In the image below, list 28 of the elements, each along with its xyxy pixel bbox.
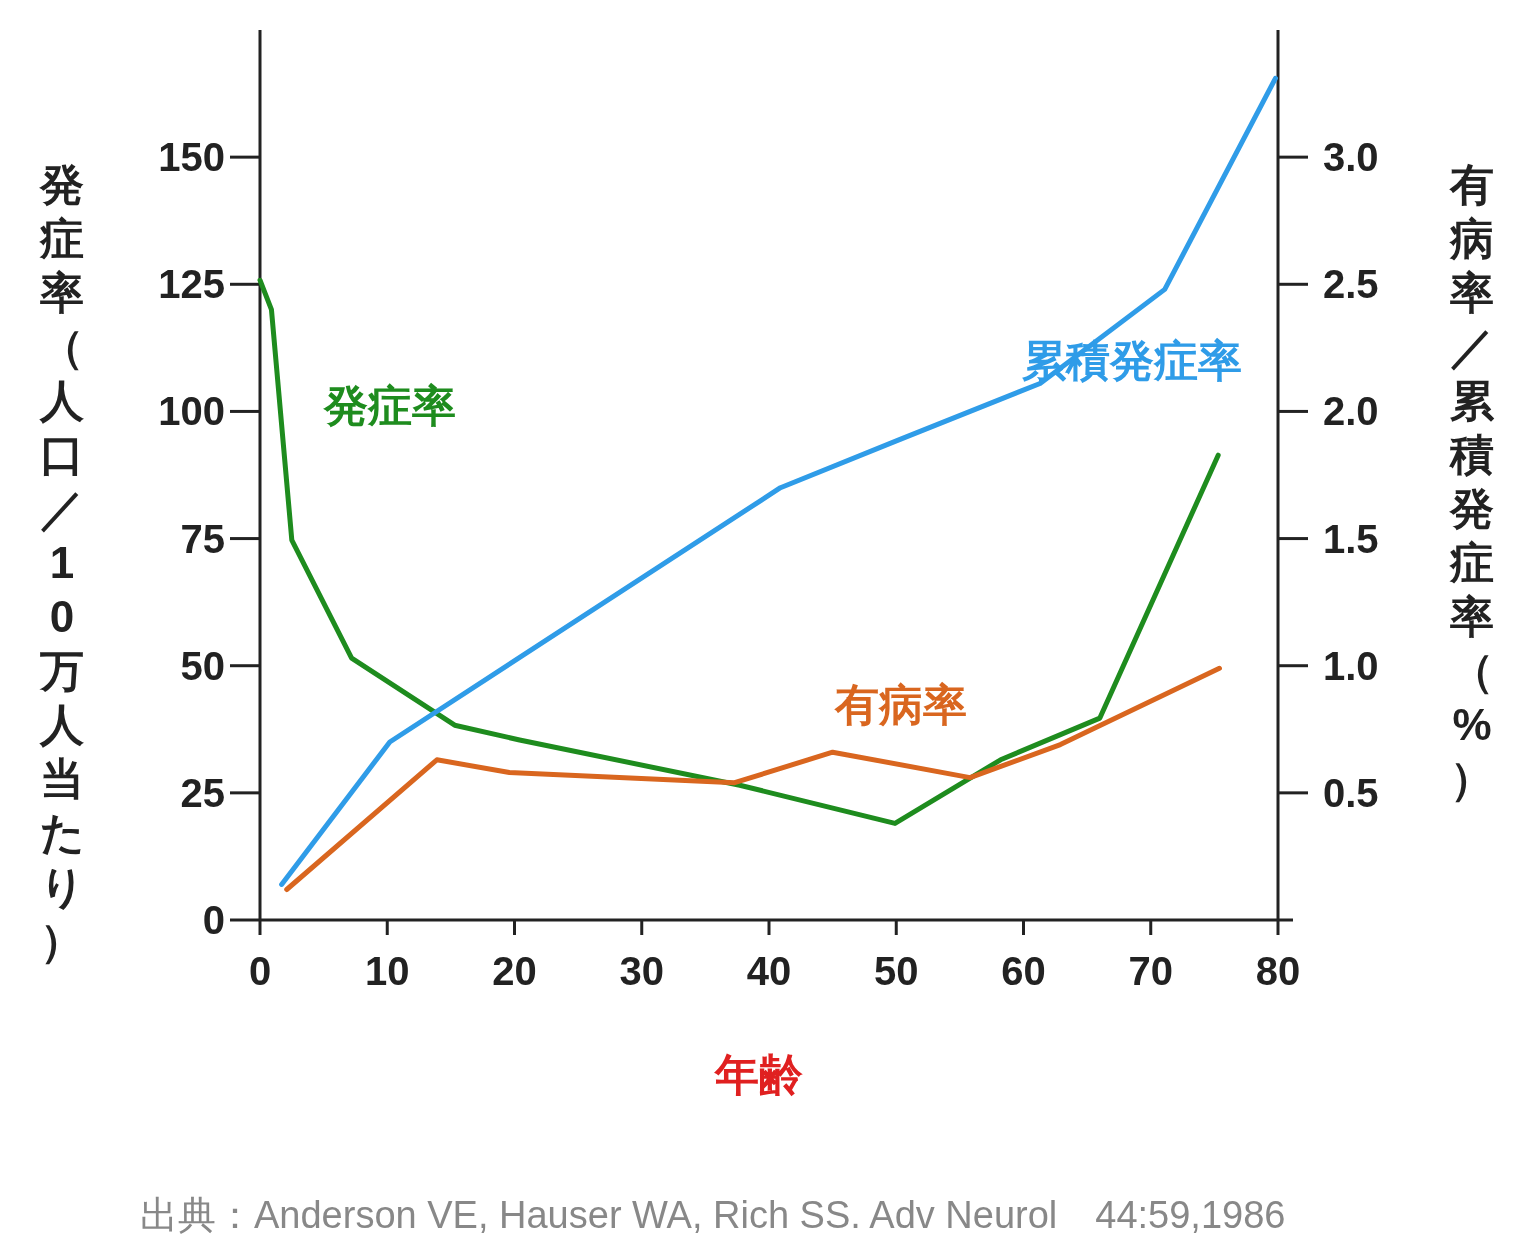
y-tick-label: 0 [202,898,225,942]
y2-tick-label: 0.5 [1323,770,1379,815]
series-label: 発症率 [323,381,456,431]
x-tick-label: 30 [619,949,664,993]
y2-tick-label: 1.0 [1323,643,1379,688]
text: 有病率／累積発症率（%） [1450,160,1494,803]
x-tick-label: 50 [874,949,919,993]
source-note: 出典：Anderson VE, Hauser WA, Rich SS. Adv Neurol 44:59,1986 [140,1194,1286,1236]
y2-tick-label: 2.5 [1323,262,1379,307]
series-label: 有病率 [834,679,968,729]
y2-tick-label: 1.5 [1323,516,1379,561]
y-tick-label: 150 [158,135,225,180]
x-tick-label: 40 [746,949,792,993]
x-tick-label: 10 [365,949,410,993]
y2-tick-label: 3.0 [1323,135,1379,180]
x-tick-label: 60 [1001,949,1046,993]
y-tick-label: 50 [180,643,225,688]
y-tick-label: 75 [180,516,225,561]
x-tick-label: 80 [1255,949,1301,993]
y-tick-label: 100 [158,389,225,434]
x-tick-label: 70 [1128,949,1173,993]
y-tick-label: 25 [180,770,225,815]
y-tick-label: 125 [158,262,225,307]
text: 発症率（人口／10万人当たり） [39,160,85,965]
x-axis-title: 年齢 [714,1050,803,1099]
x-tick-label: 20 [492,949,537,993]
y2-tick-label: 2.0 [1323,389,1379,434]
x-tick-label: 0 [248,949,272,993]
